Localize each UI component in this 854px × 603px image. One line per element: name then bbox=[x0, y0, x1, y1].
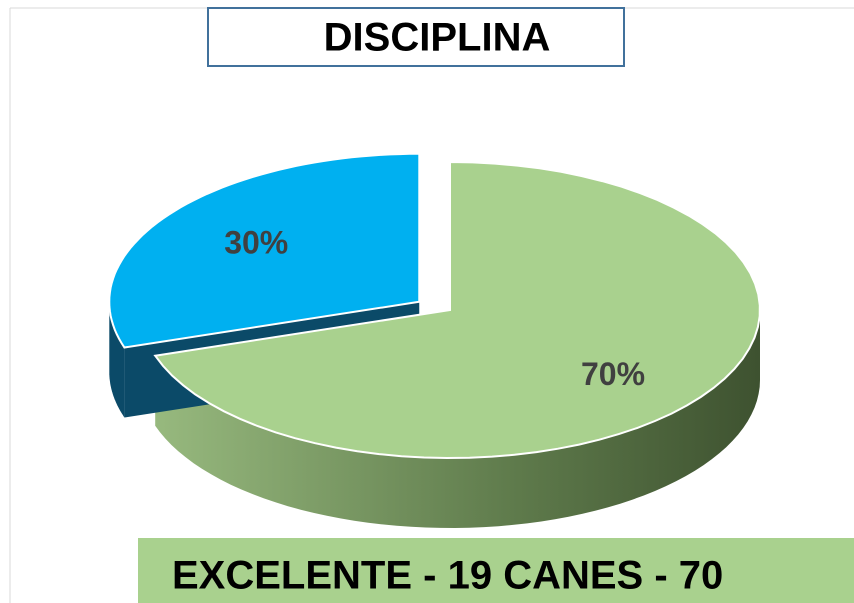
slice bbox=[108, 152, 421, 349]
data-label: 30% bbox=[224, 225, 288, 261]
data-label: 70% bbox=[581, 356, 645, 392]
slice bbox=[153, 160, 761, 460]
caption: EXCELENTE - 19 CANES - 70 bbox=[172, 554, 723, 598]
chart-title: DISCIPLINA bbox=[324, 16, 551, 60]
caption-box bbox=[138, 538, 854, 603]
slice-side bbox=[109, 301, 125, 418]
slice-side bbox=[155, 310, 760, 528]
pie: 70% 30% bbox=[108, 152, 761, 528]
title-box bbox=[207, 7, 625, 67]
